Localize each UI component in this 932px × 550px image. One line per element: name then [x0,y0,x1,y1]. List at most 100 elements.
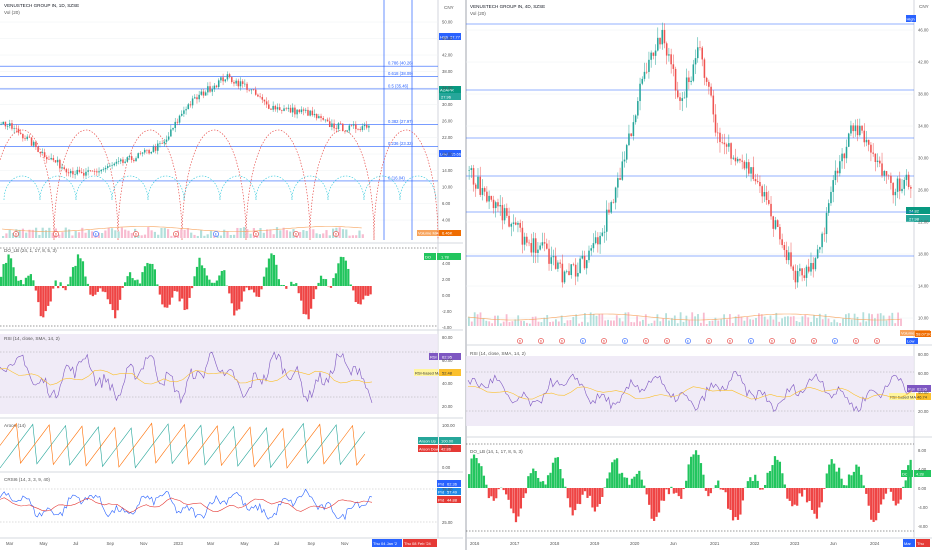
oscillator-bar [783,484,786,488]
candle-body [128,156,131,158]
left-price-tick: 30.00 [442,102,453,107]
right-price-tick: 26.00 [918,188,929,193]
right-volume-bar [502,321,505,326]
oscillator-bar [579,488,582,505]
left-fib-label: 0.618 (38.09) [388,71,414,76]
candle-body [645,71,648,73]
candle-body [508,215,510,227]
oscillator-bar [872,488,875,522]
oscillator-bar [574,488,577,511]
candle-body [124,161,126,163]
right-volume-bar [752,319,754,326]
right-volume-bar [850,319,853,326]
left-volume-bar [25,232,28,238]
right-rsi-band [466,356,914,426]
oscillator-bar [680,488,683,499]
right-event-marker [664,338,670,344]
candle-body [714,114,717,133]
right-volume-bar [894,323,897,326]
oscillator-bar [245,286,248,288]
oscillator-bar [818,488,821,508]
candle-body [263,99,266,102]
left-price-tick: 14.00 [442,168,453,173]
oscillator-bar [302,286,305,315]
right-volume-bar [836,322,839,326]
candle-body [725,144,728,147]
oscillator-bar [176,286,179,292]
left-event-marker [53,231,59,237]
oscillator-bar [124,282,127,286]
candle-body [163,141,166,144]
oscillator-bar [344,260,347,286]
left-aroon-tick: 50.00 [442,444,453,449]
left-volume-bar [249,233,252,238]
candle-body [41,152,44,154]
oscillator-bar [119,286,122,300]
left-volume-bar [87,230,90,238]
right-volume-bar [526,322,528,326]
candle-body [200,91,203,95]
left-rsi-line [0,351,373,404]
candle-body [721,142,723,143]
candle-body [661,29,664,45]
right-volume-bar [888,315,891,326]
left-low-badge: Low [440,152,447,157]
oscillator-bar [645,488,648,495]
oscillator-bar [682,488,685,490]
candle-body [630,133,632,137]
oscillator-bar [618,473,621,488]
left-badges: High 37.77 ADAPR 27.96 Low 15.66 Volume … [372,33,462,547]
left-volume-bar [223,229,226,238]
oscillator-bar [793,488,796,505]
candle-body [847,133,850,147]
candle-body [625,145,628,160]
left-rsi-tick: 80.00 [442,335,453,340]
right-volume-bar [853,313,856,326]
right-volume-bar [758,313,760,326]
oscillator-bar [369,286,372,295]
candle-body [814,258,817,270]
candle-body [52,157,55,161]
right-event-marker-label: D [729,340,732,344]
oscillator-bar [722,488,725,490]
candle-body [350,125,353,127]
oscillator-bar [362,286,365,300]
candle-body [532,238,535,253]
candle-body [825,212,828,235]
left-volume-bar [97,232,100,238]
candle-body [719,132,721,143]
right-event-marker [706,338,712,344]
right-volume-bar [630,322,633,326]
left-cycle-arc-cyan [3,175,41,201]
oscillator-bar [897,488,900,504]
candle-body [194,97,196,99]
left-volume-bar [203,235,206,238]
right-volume-bar [572,316,575,326]
left-volume-bar [77,232,81,238]
right-event-marker-label: D [645,340,648,344]
right-volume-bar [601,313,604,326]
left-stoch-label-2: Prd [438,490,444,495]
oscillator-bar [44,286,47,312]
left-volume-bar [275,227,279,238]
candle-body [78,169,81,172]
right-x-label: 2019 [590,541,600,546]
candle-body [226,74,229,80]
candle-body [832,180,834,192]
oscillator-bar [106,286,109,300]
oscillator-bar [337,263,340,286]
left-x-label: Jul [274,541,279,546]
oscillator-bar [768,471,772,488]
left-rsi-band [0,334,438,414]
left-volume-bar [328,235,331,238]
right-low-badge: Low [907,339,914,344]
oscillator-bar [104,286,107,293]
candle-body [621,161,624,180]
right-osc-tick: 4.00 [918,467,927,472]
right-volume-bar [470,321,473,326]
candle-body [50,157,52,160]
right-volume-bar [792,316,795,326]
oscillator-bar [238,286,241,310]
candle-body [339,123,342,124]
right-event-marker-label: D [771,340,774,344]
